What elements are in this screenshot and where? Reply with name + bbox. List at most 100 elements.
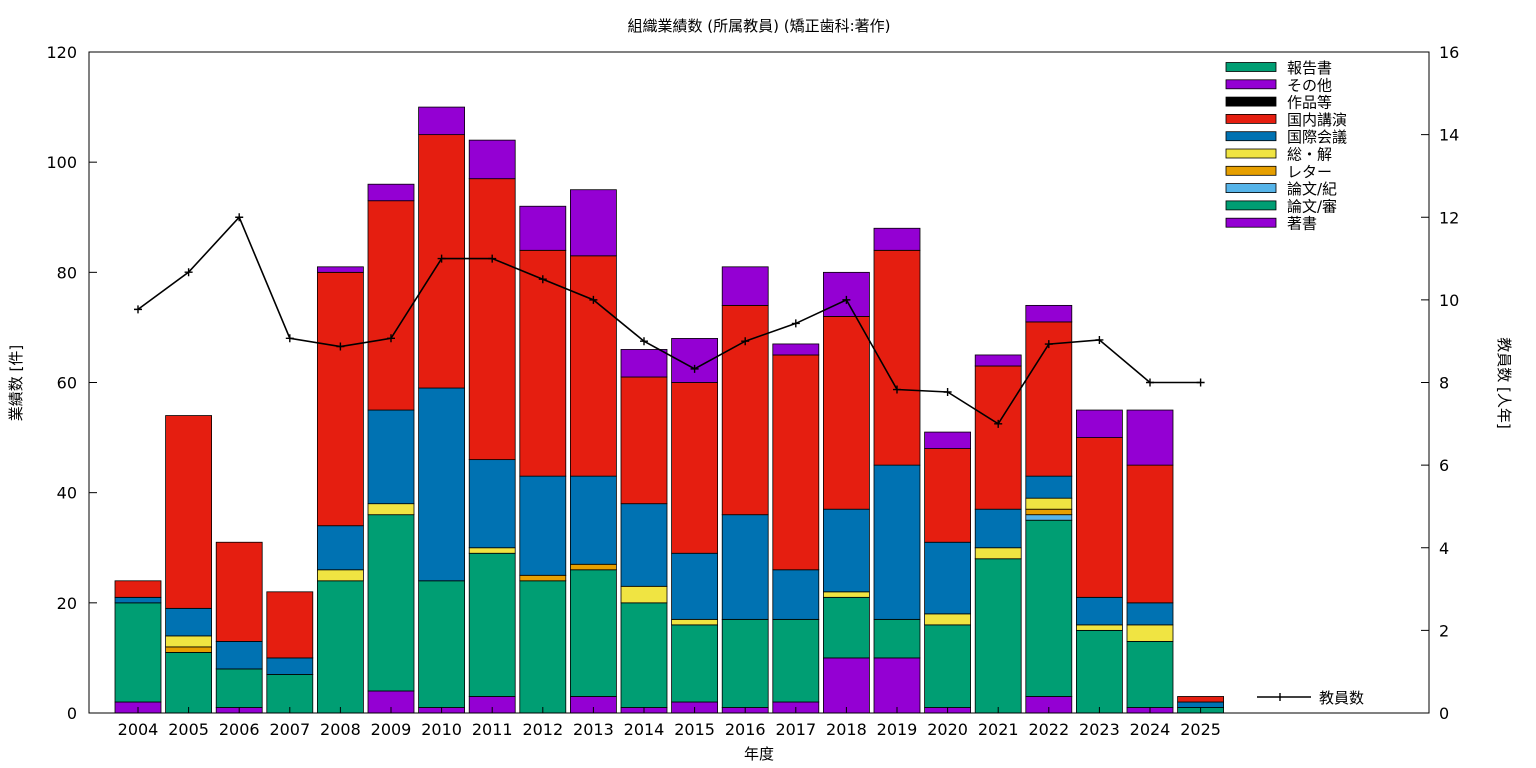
- legend-label: 国内講演: [1287, 111, 1347, 129]
- bar-segment: [924, 613, 971, 626]
- bar-segment: [772, 569, 820, 620]
- bar-segment: [924, 624, 971, 708]
- line-point: [134, 305, 142, 314]
- y-tick-label: 0: [67, 704, 77, 723]
- bar-segment: [1076, 596, 1123, 626]
- bar-segment: [114, 580, 162, 598]
- y2-axis-label: 教員数 [人年]: [1495, 337, 1513, 428]
- line-point: [235, 213, 244, 222]
- bar-segment: [974, 508, 1022, 549]
- line-point: [640, 337, 648, 346]
- bar-segment: [823, 657, 870, 714]
- bar-segment: [519, 249, 567, 477]
- legend-label: 論文/審: [1287, 197, 1337, 215]
- legend-label: 作品等: [1287, 94, 1332, 112]
- line-point: [538, 275, 547, 284]
- axes-layer: 0 20 40 60 80 100 120 0 2 4 6 8 10 12 14 16 2004 2005 2006…: [46, 43, 1459, 739]
- legend-swatch: [1225, 165, 1277, 176]
- bar-segment: [620, 503, 668, 587]
- line-point: [943, 388, 952, 397]
- y-tick-label: 60: [57, 374, 77, 393]
- legend-label: 論文/紀: [1287, 180, 1337, 198]
- x-tick-label: 2017: [775, 720, 816, 739]
- y2-tick-label: 4: [1439, 539, 1449, 558]
- x-tick-label: 2012: [522, 720, 563, 739]
- line-point: [842, 295, 851, 304]
- y2-tick-label: 0: [1439, 704, 1449, 723]
- x-tick-label: 2010: [421, 720, 462, 739]
- line-point: [994, 419, 1003, 428]
- bar-segment: [1126, 464, 1174, 604]
- y2-tick-label: 14: [1439, 126, 1459, 145]
- bar-segment: [772, 343, 820, 356]
- bar-segment: [974, 365, 1022, 510]
- bar-segment: [823, 591, 870, 598]
- bar-segment: [165, 646, 213, 653]
- legend-swatch: [1225, 96, 1277, 107]
- y2-tick-label: 12: [1439, 208, 1459, 227]
- bar-segment: [570, 255, 617, 477]
- bar-segment: [772, 618, 820, 703]
- bar-segment: [367, 503, 415, 516]
- bar-segment: [924, 541, 971, 615]
- bars-layer: [114, 106, 1224, 714]
- bar-segment: [165, 652, 213, 714]
- bar-segment: [418, 106, 466, 136]
- bar-segment: [468, 178, 516, 461]
- bar-segment: [316, 266, 364, 273]
- bar-segment: [114, 596, 162, 604]
- bar-segment: [215, 640, 263, 670]
- legend-label: その他: [1287, 76, 1332, 94]
- bar-segment: [1025, 304, 1073, 323]
- legend-swatch: [1225, 200, 1277, 211]
- line-point: [387, 334, 395, 343]
- bar-segment: [671, 624, 718, 703]
- bar-segment: [974, 354, 1022, 367]
- x-tick-label: 2009: [371, 720, 412, 739]
- bar-segment: [671, 382, 718, 554]
- bar-segment: [519, 475, 567, 576]
- legend-swatch: [1225, 114, 1277, 124]
- bar-segment: [215, 541, 263, 642]
- bar-segment: [519, 205, 567, 251]
- bar-segment: [316, 580, 364, 714]
- bar-segment: [721, 304, 769, 516]
- line-point: [741, 337, 750, 346]
- legend-swatch: [1225, 217, 1277, 228]
- x-tick-label: 2005: [168, 720, 209, 739]
- bar-segment: [873, 464, 921, 620]
- x-tick-label: 2023: [1079, 720, 1120, 739]
- line-layer: [134, 213, 1205, 428]
- bar-segment: [165, 415, 213, 609]
- bar-segment: [620, 349, 668, 378]
- bar-segment: [1025, 475, 1073, 499]
- bar-segment: [266, 674, 314, 714]
- bar-segment: [1025, 508, 1073, 516]
- bar-segment: [823, 271, 870, 317]
- bar-segment: [873, 618, 921, 659]
- bar-segment: [671, 618, 718, 626]
- line-point: [1095, 335, 1104, 344]
- y-tick-label: 20: [57, 594, 77, 613]
- bar-segment: [1076, 409, 1123, 438]
- line-point: [589, 295, 598, 304]
- bar-segment: [519, 580, 567, 714]
- bar-segment: [873, 657, 921, 714]
- bar-segment: [1126, 602, 1174, 626]
- bar-segment: [114, 602, 162, 703]
- bar-segment: [468, 547, 516, 554]
- x-tick-label: 2014: [624, 720, 665, 739]
- y-tick-label: 80: [57, 263, 77, 282]
- bar-segment: [721, 266, 769, 306]
- bar-segment: [1076, 629, 1123, 714]
- x-tick-label: 2018: [826, 720, 867, 739]
- bar-segment: [1177, 701, 1224, 708]
- legend-label: 教員数: [1319, 689, 1364, 707]
- bar-segment: [924, 431, 971, 450]
- bar-segment: [570, 563, 617, 571]
- y2-tick-label: 16: [1439, 43, 1459, 62]
- bar-segment: [873, 227, 921, 251]
- line-point: [1146, 378, 1154, 387]
- legend-swatch: [1225, 131, 1277, 142]
- line-point: [791, 319, 800, 328]
